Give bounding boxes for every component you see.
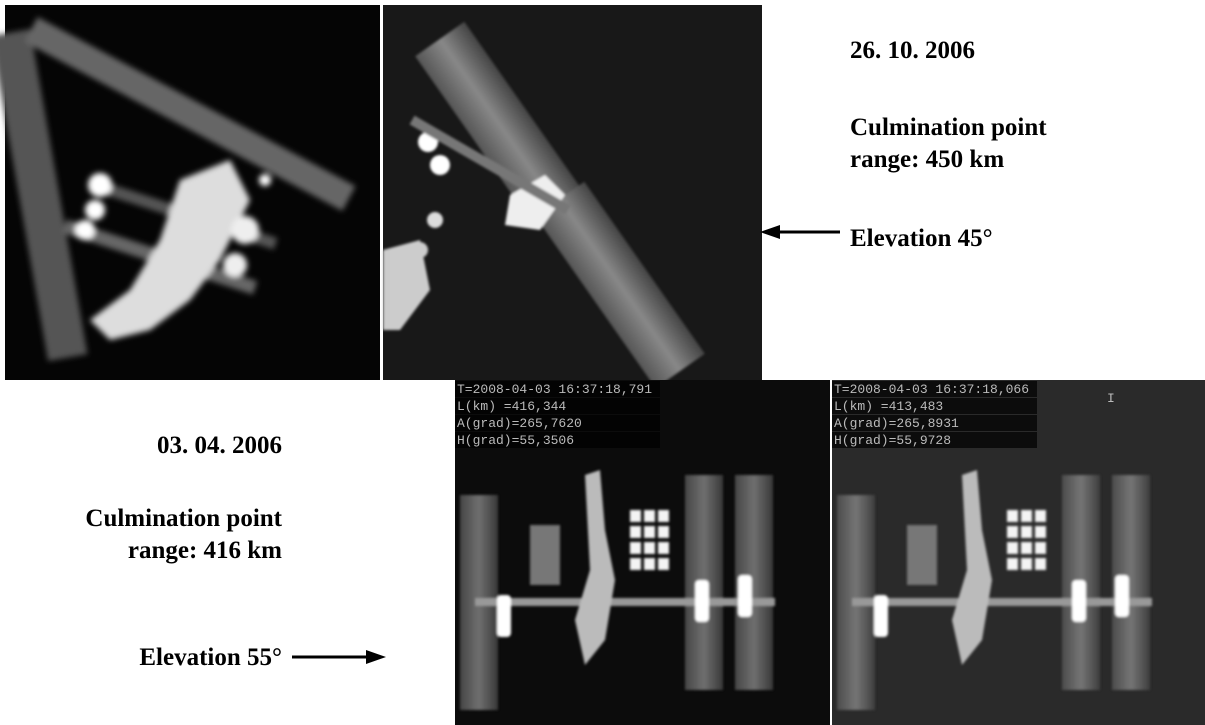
overlay-text: H(grad)=55,3506 bbox=[457, 433, 574, 448]
date-top: 26. 10. 2006 bbox=[850, 37, 975, 64]
radiator bbox=[658, 510, 669, 522]
light bbox=[1115, 575, 1129, 617]
radiator bbox=[1035, 510, 1046, 522]
radiator bbox=[1021, 542, 1032, 554]
radiator bbox=[630, 542, 641, 554]
overlay-text: H(grad)=55,9728 bbox=[834, 433, 951, 448]
light bbox=[738, 575, 752, 617]
photo-4: T=2008-04-03 16:37:18,066 L(km) =413,483 A… bbox=[832, 380, 1205, 725]
radiator bbox=[644, 510, 655, 522]
radiator bbox=[1035, 558, 1046, 570]
divider bbox=[380, 5, 383, 380]
radiator bbox=[1007, 526, 1018, 538]
radiator bbox=[630, 526, 641, 538]
truss bbox=[475, 598, 775, 606]
arrow-bottom bbox=[292, 650, 386, 664]
photo-3: T=2008-04-03 16:37:18,791 L(km) =416,344 A… bbox=[455, 380, 830, 725]
radiator bbox=[1021, 526, 1032, 538]
radiator bbox=[907, 525, 937, 585]
light bbox=[1072, 580, 1086, 622]
culmination-top: Culmination point bbox=[850, 114, 1047, 141]
radiator bbox=[658, 542, 669, 554]
radiator bbox=[1007, 558, 1018, 570]
radiator bbox=[644, 526, 655, 538]
composite: 26. 10. 2006 Culmination point range: 45… bbox=[0, 0, 1205, 725]
radiator bbox=[1021, 510, 1032, 522]
range-top: range: 450 km bbox=[850, 146, 1004, 173]
truss bbox=[852, 598, 1152, 606]
radiator bbox=[1007, 510, 1018, 522]
overlay-text: L(km) =413,483 bbox=[834, 399, 943, 414]
range-bottom: range: 416 km bbox=[128, 537, 282, 564]
elevation-bottom: Elevation 55° bbox=[139, 644, 282, 671]
overlay-text: L(km) =416,344 bbox=[457, 399, 566, 414]
overlay-text: T=2008-04-03 16:37:18,791 bbox=[457, 382, 652, 397]
overlay-text: T=2008-04-03 16:37:18,066 bbox=[834, 382, 1029, 397]
photo-1 bbox=[0, 5, 380, 380]
page: 26. 10. 2006 Culmination point range: 45… bbox=[0, 0, 1205, 725]
radiator bbox=[644, 558, 655, 570]
radiator bbox=[1007, 542, 1018, 554]
radiator bbox=[658, 526, 669, 538]
overlay-text: A(grad)=265,8931 bbox=[834, 416, 959, 431]
cursor-marker: I bbox=[1107, 391, 1115, 406]
photo-2 bbox=[383, 5, 762, 388]
elevation-top: Elevation 45° bbox=[850, 225, 993, 252]
date-bottom: 03. 04. 2006 bbox=[157, 432, 282, 459]
light bbox=[695, 580, 709, 622]
radiator bbox=[530, 525, 560, 585]
overlay-text: A(grad)=265,7620 bbox=[457, 416, 582, 431]
radiator bbox=[630, 558, 641, 570]
radiator bbox=[1035, 526, 1046, 538]
radiator bbox=[658, 558, 669, 570]
radiator bbox=[644, 542, 655, 554]
light bbox=[497, 595, 511, 637]
light bbox=[874, 595, 888, 637]
radiator bbox=[1035, 542, 1046, 554]
culmination-bottom: Culmination point bbox=[85, 505, 282, 532]
arrow-top bbox=[760, 225, 840, 239]
radiator bbox=[1021, 558, 1032, 570]
radiator bbox=[630, 510, 641, 522]
